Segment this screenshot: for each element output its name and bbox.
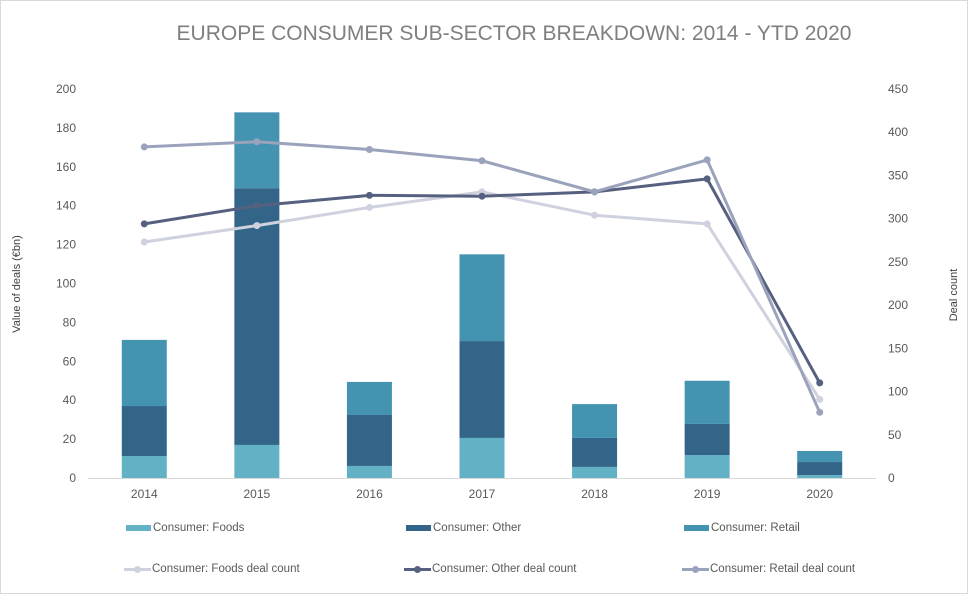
legend-swatch <box>406 525 431 531</box>
bar-consumer-other-2016 <box>346 414 392 466</box>
y-tick-label: 180 <box>56 121 76 135</box>
legend-label: Consumer: Foods deal count <box>152 563 300 575</box>
point-consumer-retail-deal-count-2020 <box>816 408 824 416</box>
bar-consumer-foods-2015 <box>234 444 280 478</box>
bar-consumer-foods-2018 <box>572 466 618 478</box>
point-consumer-retail-deal-count-2018 <box>591 188 599 196</box>
point-consumer-other-deal-count-2015 <box>253 202 261 210</box>
point-consumer-retail-deal-count-2014 <box>140 143 148 151</box>
y2-tick-label: 250 <box>888 255 908 269</box>
y2-tick-label: 200 <box>888 298 908 312</box>
point-consumer-foods-deal-count-2015 <box>253 222 261 230</box>
bar-consumer-other-2017 <box>459 341 505 438</box>
point-consumer-other-deal-count-2014 <box>140 220 148 228</box>
legend-item: Consumer: Other <box>406 522 521 534</box>
bar-consumer-retail-2018 <box>572 404 618 438</box>
point-consumer-other-deal-count-2016 <box>365 191 373 199</box>
y-tick-label: 120 <box>56 238 76 252</box>
y-tick-label: 20 <box>63 432 77 446</box>
bar-consumer-retail-2019 <box>684 380 730 424</box>
y2-tick-label: 0 <box>888 471 895 485</box>
legend-label: Consumer: Other deal count <box>432 563 577 575</box>
x-tick-label: 2018 <box>581 487 608 501</box>
bar-consumer-retail-2016 <box>346 381 392 415</box>
y-tick-label: 140 <box>56 199 76 213</box>
bar-consumer-retail-2014 <box>121 339 167 407</box>
point-consumer-foods-deal-count-2020 <box>816 395 824 403</box>
y2-tick-label: 400 <box>888 125 908 139</box>
y-tick-label: 80 <box>63 315 77 329</box>
point-consumer-other-deal-count-2019 <box>703 175 711 183</box>
point-consumer-foods-deal-count-2018 <box>591 211 599 219</box>
y-tick-label: 40 <box>63 393 77 407</box>
bar-consumer-other-2014 <box>121 406 167 457</box>
legend-line-marker <box>404 562 431 576</box>
legend-item: Consumer: Retail <box>684 522 800 534</box>
x-tick-label: 2014 <box>131 487 158 501</box>
y2-tick-label: 350 <box>888 168 908 182</box>
bar-consumer-retail-2020 <box>797 450 843 463</box>
bar-consumer-foods-2019 <box>684 455 730 478</box>
bar-consumer-other-2020 <box>797 462 843 476</box>
legend-item: Consumer: Foods <box>126 522 244 534</box>
point-consumer-retail-deal-count-2015 <box>253 138 261 146</box>
bar-consumer-foods-2016 <box>346 465 392 478</box>
y-tick-label: 100 <box>56 277 76 291</box>
point-consumer-retail-deal-count-2016 <box>365 146 373 154</box>
x-tick-label: 2020 <box>806 487 833 501</box>
legend-label: Consumer: Other <box>433 522 522 534</box>
point-consumer-other-deal-count-2020 <box>816 379 824 387</box>
legend-label: Consumer: Retail <box>711 522 800 534</box>
legend-swatch <box>684 525 709 531</box>
legend-line-marker <box>682 562 709 576</box>
bar-consumer-foods-2014 <box>121 456 167 478</box>
legend-item: Consumer: Retail deal count <box>682 562 855 576</box>
y-tick-label: 0 <box>69 471 76 485</box>
y2-tick-label: 300 <box>888 212 908 226</box>
chart-title: EUROPE CONSUMER SUB-SECTOR BREAKDOWN: 20… <box>176 22 852 45</box>
x-tick-label: 2016 <box>356 487 383 501</box>
y2-tick-label: 50 <box>888 428 902 442</box>
x-tick-label: 2017 <box>469 487 496 501</box>
bar-consumer-retail-2015 <box>234 112 280 189</box>
y-tick-label: 200 <box>56 82 76 96</box>
legend-line-marker <box>124 562 151 576</box>
legend-swatch <box>126 525 151 531</box>
legend-label: Consumer: Retail deal count <box>710 563 856 575</box>
legend-label: Consumer: Foods <box>153 522 245 534</box>
bar-consumer-other-2019 <box>684 423 730 456</box>
point-consumer-foods-deal-count-2019 <box>703 220 711 228</box>
x-tick-label: 2015 <box>244 487 271 501</box>
legend-item: Consumer: Foods deal count <box>124 562 300 576</box>
y2-tick-label: 150 <box>888 341 908 355</box>
point-consumer-retail-deal-count-2019 <box>703 156 711 164</box>
bar-consumer-other-2018 <box>572 437 618 467</box>
point-consumer-foods-deal-count-2016 <box>365 203 373 211</box>
bar-consumer-other-2015 <box>234 188 280 445</box>
y-axis-label: Value of deals (€bn) <box>11 235 23 333</box>
point-consumer-foods-deal-count-2014 <box>140 238 148 246</box>
y2-tick-label: 100 <box>888 385 908 399</box>
y-tick-label: 160 <box>56 160 76 174</box>
legend-item: Consumer: Other deal count <box>404 562 576 576</box>
point-consumer-other-deal-count-2017 <box>478 192 486 200</box>
bar-consumer-foods-2017 <box>459 437 505 478</box>
y-tick-label: 60 <box>63 354 77 368</box>
bar-consumer-retail-2017 <box>459 254 505 342</box>
y2-tick-label: 450 <box>888 82 908 96</box>
y2-axis-label: Deal count <box>948 269 960 322</box>
bar-consumer-foods-2020 <box>797 475 843 478</box>
point-consumer-retail-deal-count-2017 <box>478 157 486 165</box>
x-tick-label: 2019 <box>694 487 721 501</box>
